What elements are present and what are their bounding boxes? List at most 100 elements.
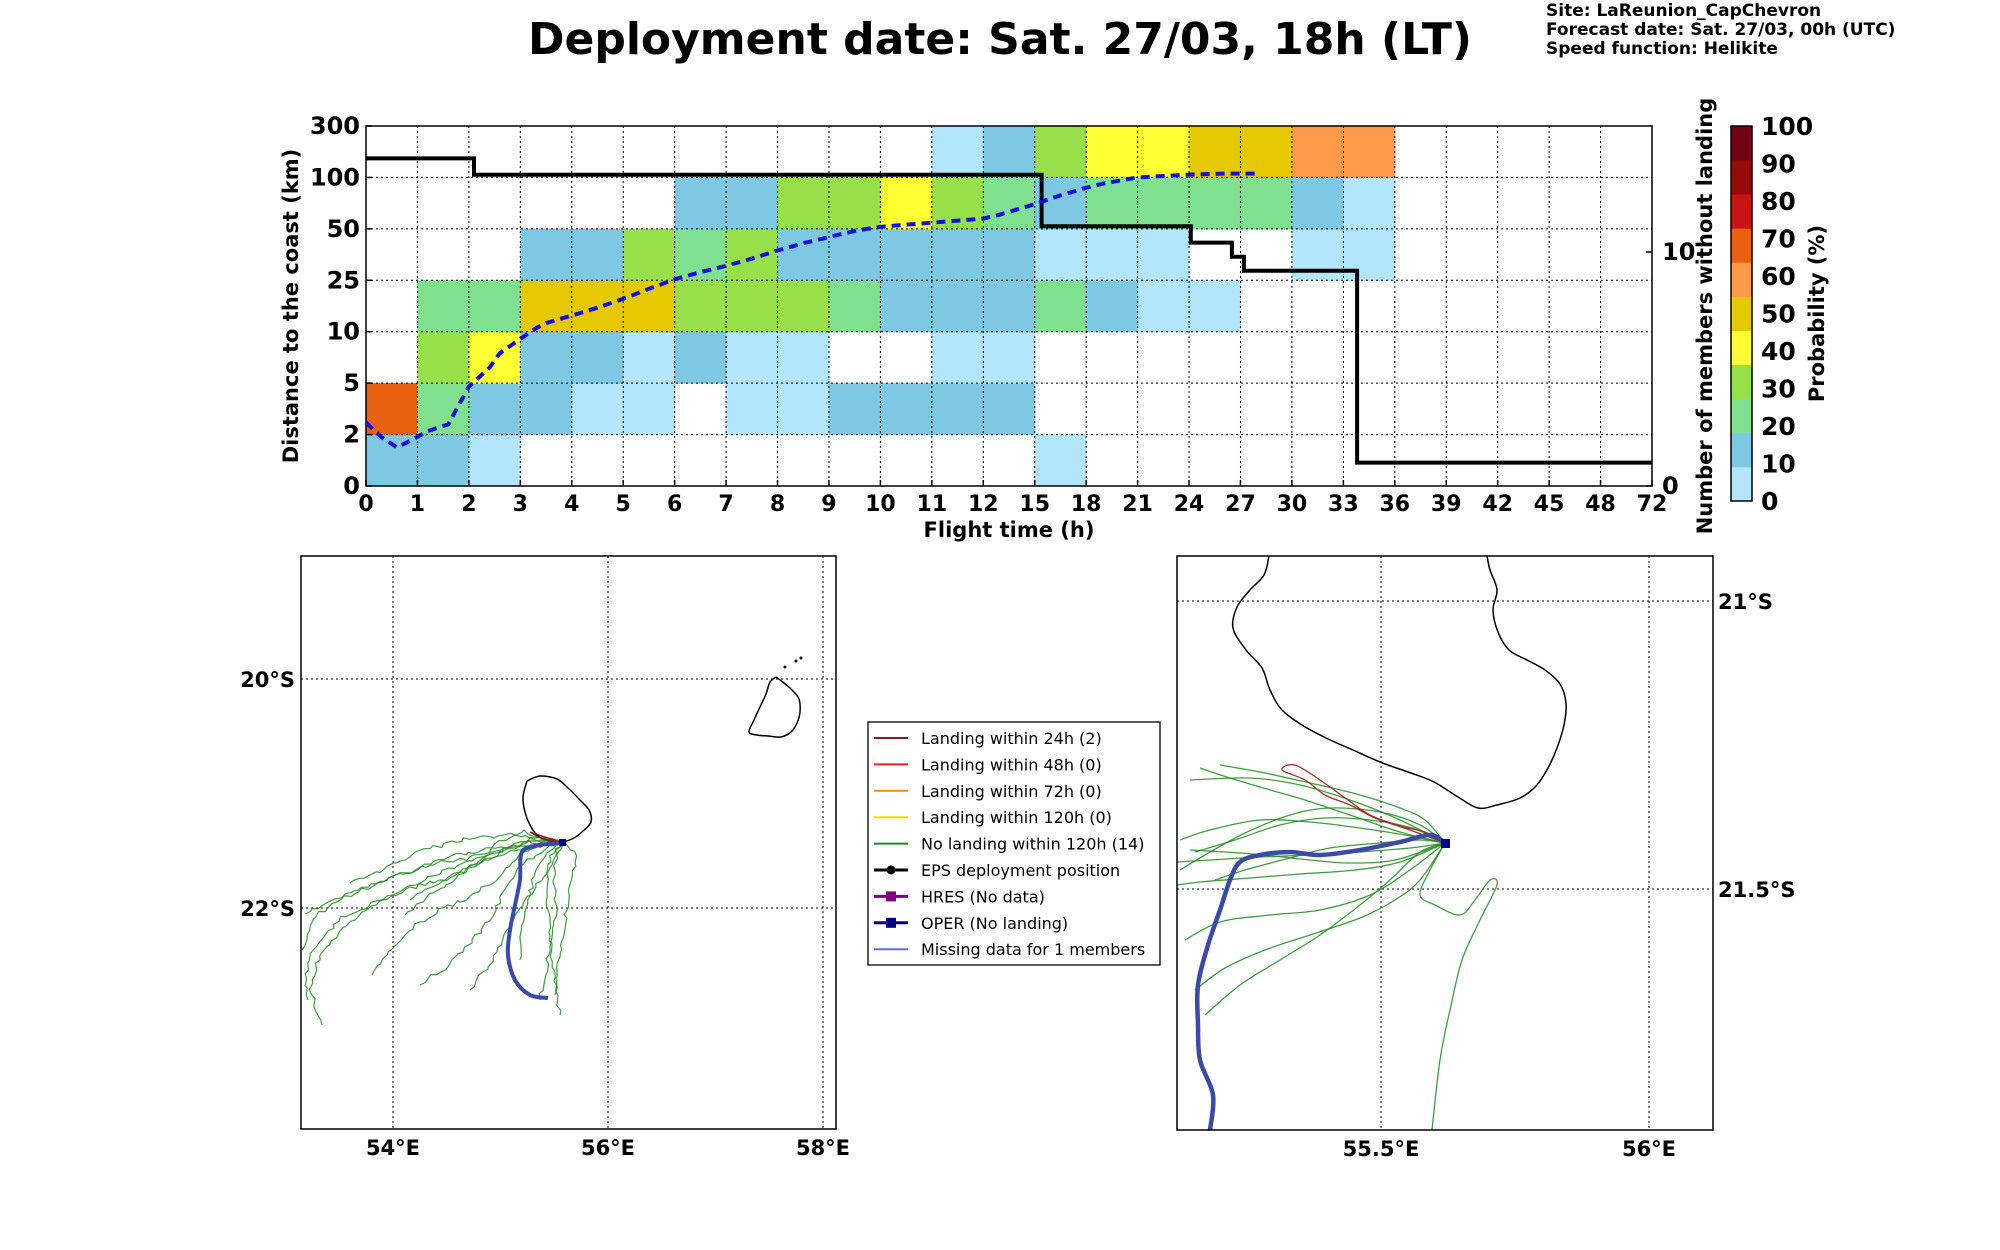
x-tick-label: 24 bbox=[1174, 492, 1205, 517]
landing-trajectory-line bbox=[529, 831, 564, 844]
colorbar-tick-label: 50 bbox=[1761, 300, 1796, 329]
islet bbox=[794, 659, 798, 663]
trajectory-line bbox=[538, 840, 564, 1001]
zoom-map: 55.5°E 56°E 21°S 21.5°S bbox=[1176, 555, 1795, 1161]
y2-tick-label: 0 bbox=[1662, 472, 1679, 500]
trajectory-line bbox=[1184, 842, 1446, 941]
heatmap-cell bbox=[1086, 177, 1139, 230]
x-tick-label: 30 bbox=[1277, 492, 1308, 517]
x-tick-label: 9 bbox=[821, 492, 836, 517]
heatmap-cell bbox=[777, 177, 830, 230]
heatmap-cell bbox=[571, 280, 624, 333]
x-tick-label: 5 bbox=[616, 492, 631, 517]
colorbar-tick-label: 60 bbox=[1761, 262, 1796, 291]
heatmap-cell bbox=[1137, 126, 1190, 178]
x-tick-label: 42 bbox=[1482, 492, 1513, 517]
y2-axis-label: Number of members without landing bbox=[1693, 98, 1717, 535]
heatmap-cell bbox=[468, 383, 521, 436]
heatmap-cell bbox=[468, 331, 521, 384]
trajectory-line bbox=[301, 836, 563, 951]
colorbar-swatch bbox=[1731, 398, 1752, 434]
heatmap-cell bbox=[623, 331, 676, 384]
longitude-label: 54°E bbox=[366, 1136, 420, 1160]
y-tick-label: 2 bbox=[343, 421, 360, 449]
trajectory-line bbox=[1194, 817, 1446, 853]
trajectory-line bbox=[1179, 818, 1446, 844]
colorbar-frame bbox=[1730, 125, 1753, 502]
heatmap-cell bbox=[674, 280, 727, 333]
heatmap-cell bbox=[931, 228, 984, 281]
reunion-coastline bbox=[1231, 555, 1567, 810]
heatmap-cell bbox=[983, 331, 1036, 384]
latitude-label: 20°S bbox=[240, 668, 295, 692]
legend-marker bbox=[886, 891, 896, 902]
colorbar-tick-label: 70 bbox=[1761, 225, 1796, 254]
colorbar-swatch bbox=[1731, 228, 1752, 263]
colorbar-tick-label: 100 bbox=[1761, 112, 1813, 141]
x-tick-label: 27 bbox=[1225, 492, 1256, 517]
x-tick-label: 7 bbox=[718, 492, 733, 517]
longitude-label: 56°E bbox=[581, 1136, 635, 1160]
colorbar-swatch bbox=[1731, 160, 1752, 195]
heatmap-cell bbox=[1034, 126, 1087, 178]
longitude-label: 56°E bbox=[1622, 1137, 1676, 1161]
y-tick-label: 10 bbox=[327, 318, 360, 346]
reunion-coastline bbox=[522, 775, 593, 843]
heatmap-cell bbox=[983, 280, 1036, 333]
x-tick-label: 4 bbox=[564, 492, 579, 517]
longitude-label: 58°E bbox=[796, 1136, 850, 1160]
y-tick-label: 100 bbox=[310, 163, 360, 191]
legend-label: Missing data for 1 members bbox=[921, 940, 1145, 959]
heatmap-cell bbox=[983, 126, 1036, 178]
x-tick-label: 36 bbox=[1379, 492, 1410, 517]
y-tick-label: 0 bbox=[343, 472, 360, 500]
heatmap-cell bbox=[1343, 228, 1396, 281]
heatmap-cell bbox=[674, 331, 727, 384]
heatmap-cell bbox=[931, 280, 984, 333]
latitude-label: 21°S bbox=[1718, 590, 1773, 614]
heatmap-cell bbox=[1034, 228, 1087, 281]
heatmap-cell bbox=[674, 228, 727, 281]
legend-label: OPER (No landing) bbox=[921, 914, 1068, 933]
x-tick-label: 6 bbox=[667, 492, 682, 517]
x-tick-label: 21 bbox=[1122, 492, 1153, 517]
trajectory-line bbox=[1194, 842, 1446, 991]
islet bbox=[799, 656, 803, 660]
heatmap-cell bbox=[880, 280, 933, 333]
heatmap-cell bbox=[1189, 177, 1241, 230]
x-tick-label: 11 bbox=[917, 492, 948, 517]
mauritius-coastline bbox=[748, 676, 801, 738]
heatmap-cell bbox=[1034, 280, 1087, 333]
x-tick-label: 33 bbox=[1328, 492, 1359, 517]
heatmap-cell bbox=[1086, 280, 1139, 333]
heatmap-cell bbox=[880, 228, 933, 281]
heatmap-cell bbox=[1291, 177, 1344, 230]
colorbar-swatch bbox=[1731, 466, 1752, 502]
heatmap-cell bbox=[623, 383, 676, 436]
legend-frame bbox=[867, 721, 1161, 966]
trajectory-legend: Landing within 24h (2) Landing within 48h… bbox=[867, 721, 1161, 966]
heatmap-cell bbox=[674, 177, 727, 230]
heatmap-cell bbox=[726, 177, 779, 230]
heatmap-cell bbox=[931, 383, 984, 436]
heatmap-cell bbox=[931, 331, 984, 384]
x-tick-label: 72 bbox=[1637, 492, 1668, 517]
heatmap-cell bbox=[777, 331, 830, 384]
colorbar-tick-label: 80 bbox=[1761, 187, 1796, 216]
heatmap-cell bbox=[777, 280, 830, 333]
colorbar-swatch bbox=[1731, 364, 1752, 400]
heatmap-cell bbox=[726, 228, 779, 281]
islet bbox=[783, 665, 787, 669]
deployment-marker bbox=[1441, 839, 1450, 848]
heatmap-cell bbox=[880, 177, 933, 230]
colorbar-swatch bbox=[1731, 296, 1752, 331]
heatmap-cell bbox=[1343, 177, 1396, 230]
heatmap-cell bbox=[828, 383, 881, 436]
colorbar-tick-label: 90 bbox=[1761, 150, 1796, 179]
heatmap-cell bbox=[417, 280, 470, 333]
colorbar-swatch bbox=[1731, 126, 1752, 161]
latitude-label: 21.5°S bbox=[1718, 878, 1795, 902]
latitude-label: 22°S bbox=[240, 897, 295, 921]
heatmap-cell bbox=[777, 383, 830, 436]
heatmap-cell bbox=[828, 228, 881, 281]
